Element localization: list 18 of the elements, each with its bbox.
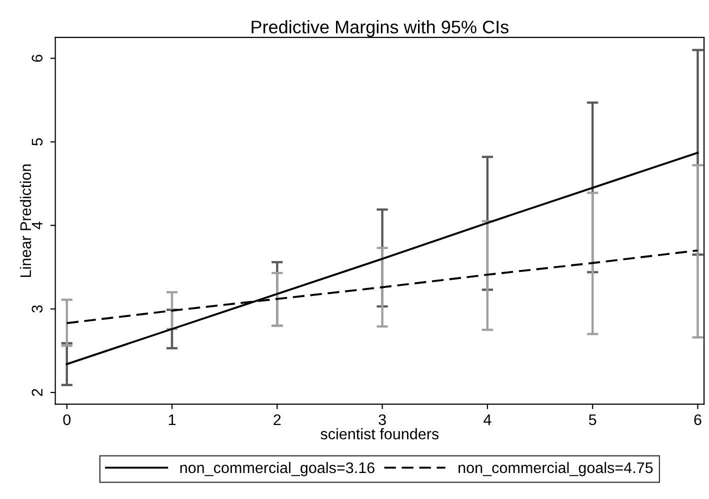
- x-tick-label: 3: [378, 414, 386, 426]
- legend-label: non_commercial_goals=4.75: [458, 462, 653, 476]
- y-tick-label: 4: [32, 222, 42, 230]
- y-tick-label: 6: [32, 54, 43, 62]
- line-series: [66, 152, 699, 366]
- x-tick-label: 2: [274, 414, 281, 425]
- x-tick-label: 1: [168, 414, 176, 425]
- y-tick-label: 5: [32, 138, 43, 146]
- y-axis-title: Linear Prediction: [20, 164, 32, 277]
- chart-title: Predictive Margins with 95% CIs: [252, 20, 508, 38]
- x-tick-label: 5: [588, 414, 596, 426]
- x-axis-title: scientist founders: [320, 428, 439, 440]
- x-tick-label: 6: [694, 414, 702, 426]
- x-tick-label: 0: [63, 414, 71, 426]
- legend-label: non_commercial_goals=3.16: [180, 462, 374, 476]
- x-tick-label: 4: [484, 414, 492, 425]
- y-tick-label: 2: [32, 389, 42, 396]
- y-tick-label: 3: [32, 305, 43, 313]
